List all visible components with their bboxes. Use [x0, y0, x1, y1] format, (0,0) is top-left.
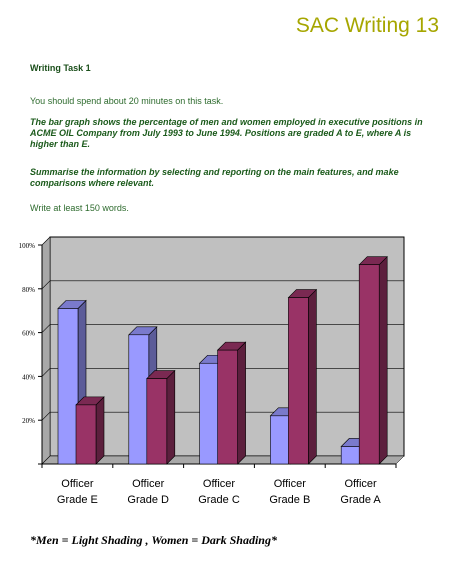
page-title: SAC Writing 13 [295, 14, 439, 37]
bar-side [308, 288, 317, 465]
bar-women [217, 349, 238, 465]
x-category-label: Grade B [269, 494, 310, 506]
word-count-note: Write at least 150 words. [30, 203, 129, 213]
gridline-side [41, 324, 51, 333]
x-category-label: Grade E [57, 494, 98, 506]
bar-side [166, 369, 176, 465]
plot-side-wall [41, 236, 51, 465]
x-category-label: Grade D [127, 494, 169, 506]
bar-women [75, 404, 97, 465]
bar-women [146, 378, 168, 465]
bar-women [288, 297, 309, 465]
task-instruction: Summarise the information by selecting a… [30, 167, 399, 188]
bar-men [128, 334, 150, 465]
bar-men [270, 415, 291, 465]
y-tick-label: 80% [22, 286, 35, 294]
x-category-label: Officer [344, 478, 377, 490]
x-category-label: Officer [132, 478, 165, 490]
bar-side [378, 255, 388, 465]
gridline-side [41, 368, 51, 377]
bar-side [95, 396, 105, 465]
bar-men [340, 446, 362, 465]
legend-note: *Men = Light Shading , Women = Dark Shad… [30, 533, 277, 547]
x-category-label: Grade C [198, 494, 240, 506]
task-prompt: The bar graph shows the percentage of me… [30, 117, 423, 149]
bar-women [358, 264, 380, 465]
gridline-side [41, 280, 51, 290]
gridline-side [41, 455, 51, 465]
x-category-label: Officer [203, 478, 236, 490]
y-tick-label: 60% [22, 330, 35, 338]
x-category-label: Grade A [340, 494, 381, 506]
x-category-label: Officer [61, 478, 94, 490]
gridline-side [41, 411, 51, 421]
bar-chart: 20% 40% 60% 80% 100% Officer Grade E Officer Gra… [19, 236, 405, 506]
y-tick-label: 40% [22, 373, 35, 381]
x-category-label: Officer [274, 478, 307, 490]
task-label: Writing Task 1 [30, 63, 91, 73]
bar-men [57, 308, 79, 465]
bar-men [199, 362, 220, 465]
y-tick-label: 20% [22, 417, 35, 425]
bar-side [237, 341, 246, 465]
gridline-side [41, 236, 51, 246]
y-tick-label: 100% [19, 242, 36, 250]
time-note: You should spend about 20 minutes on thi… [30, 96, 224, 106]
